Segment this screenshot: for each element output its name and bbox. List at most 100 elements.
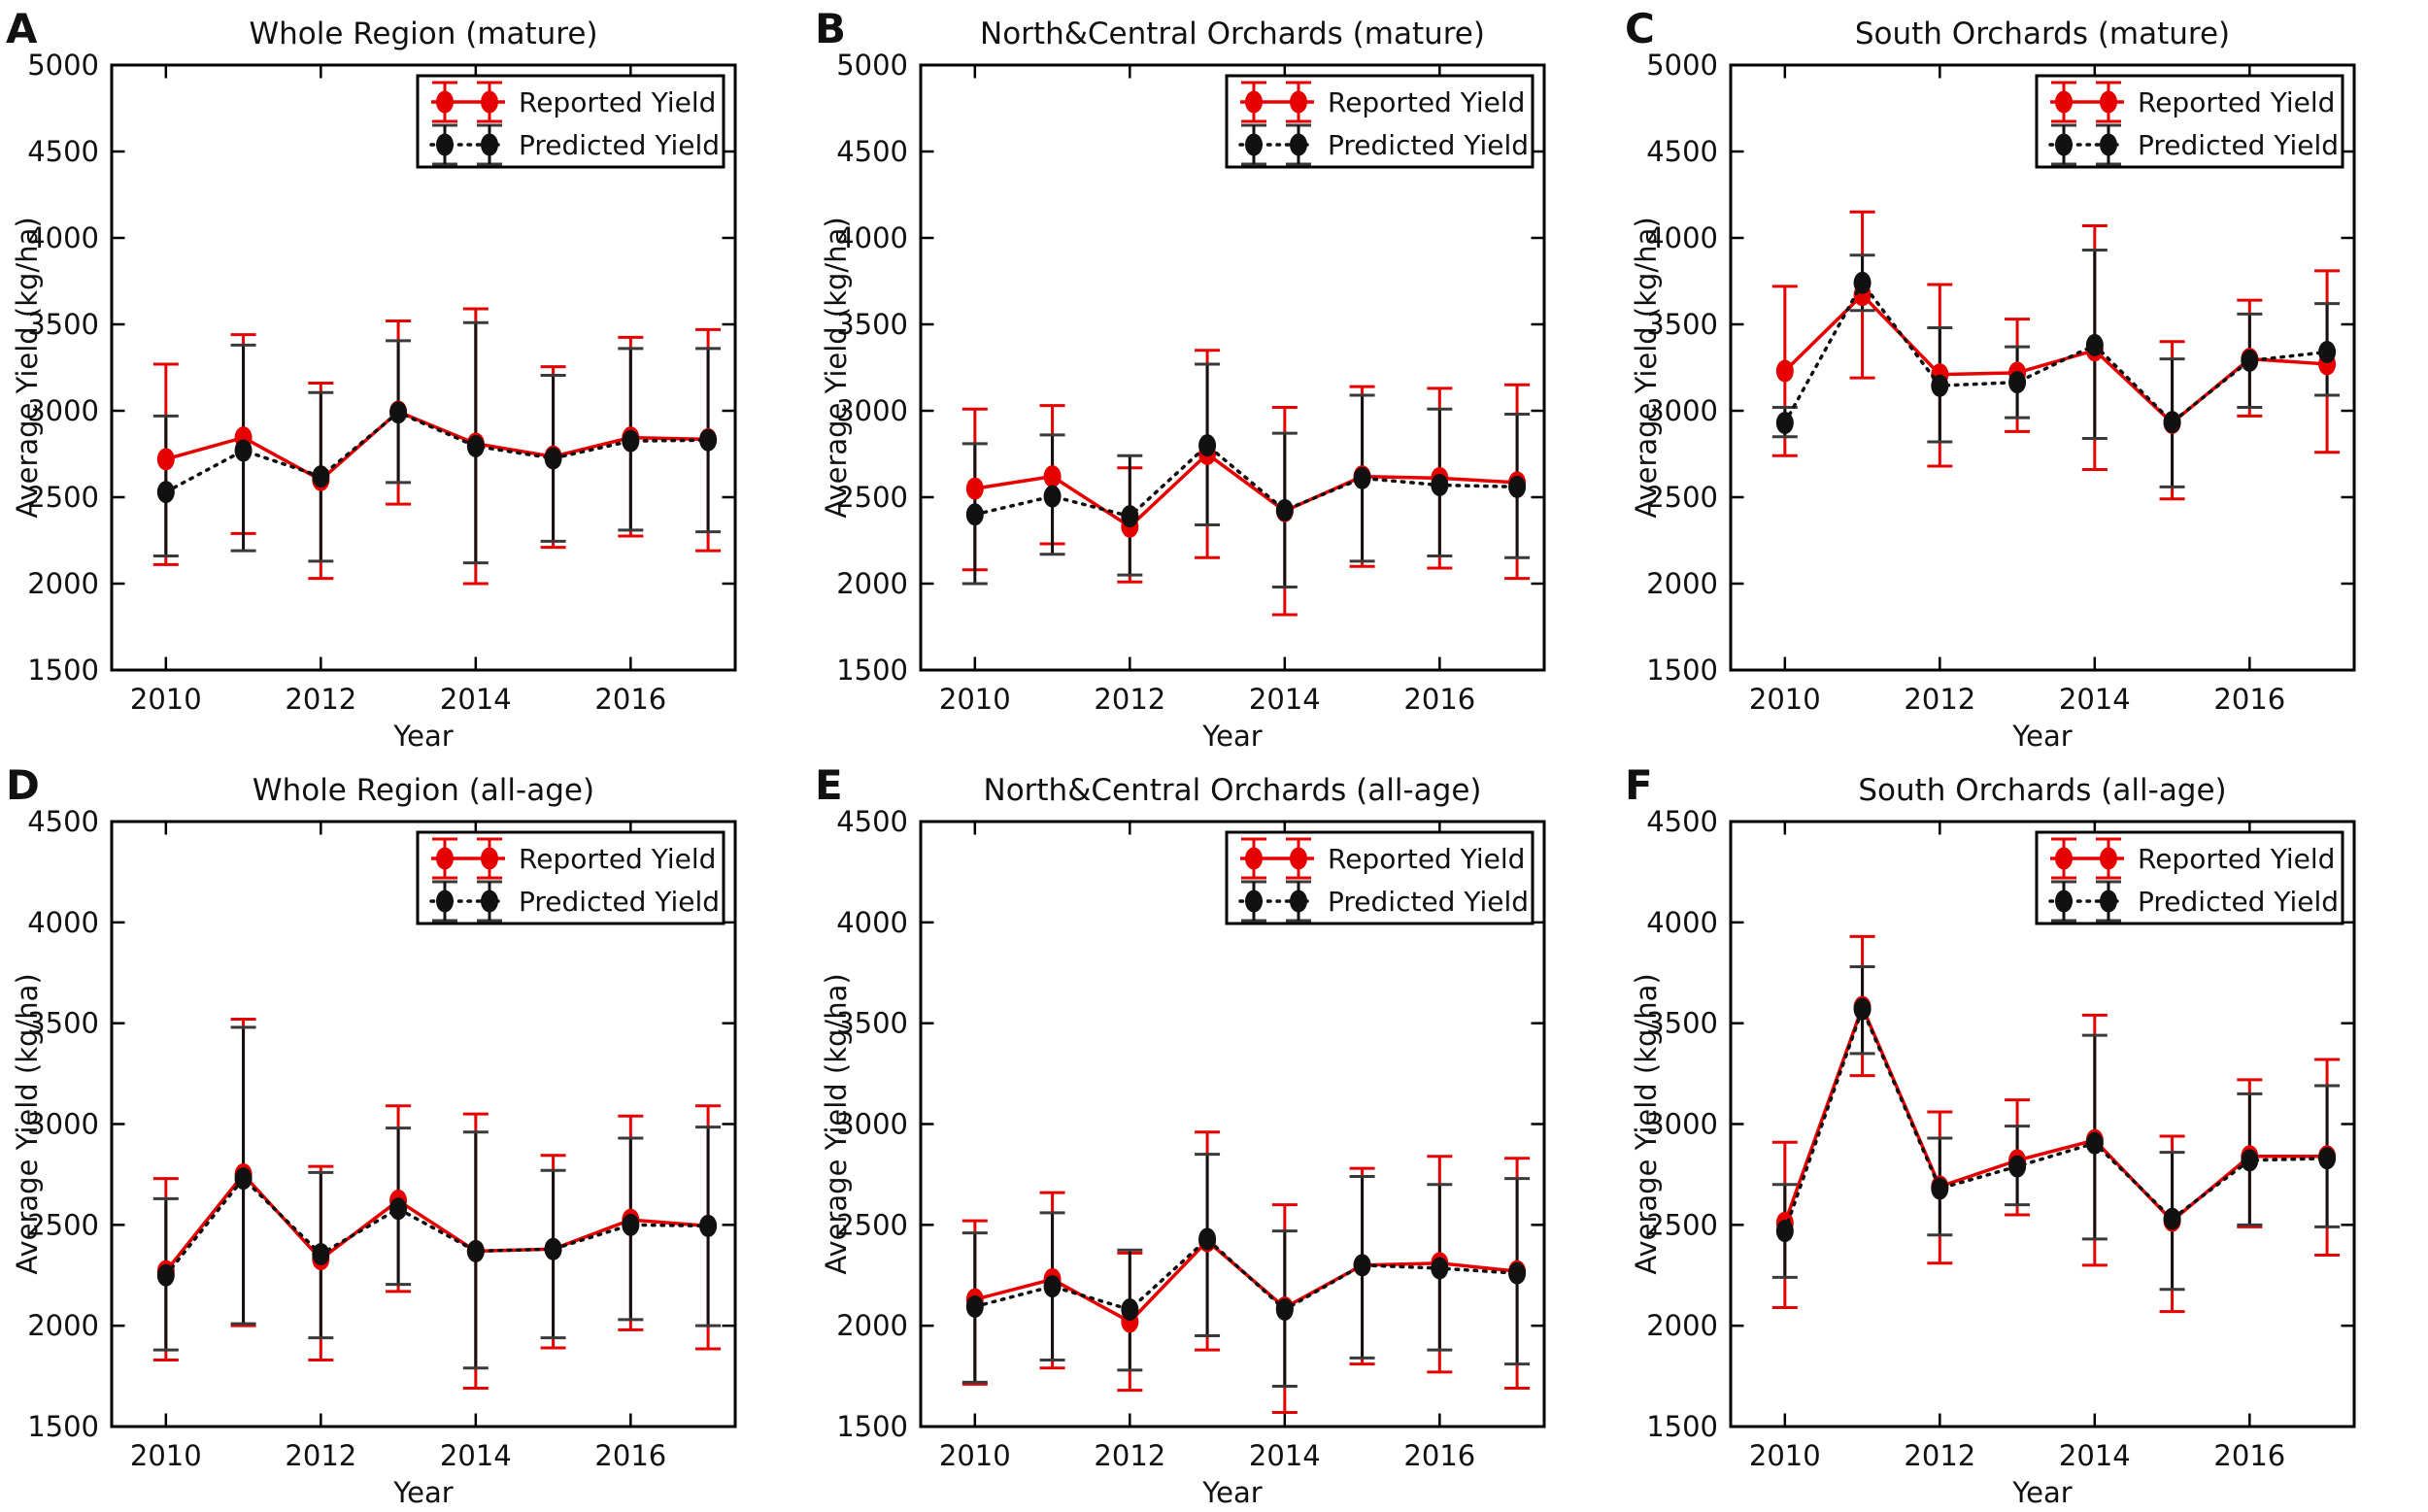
legend-label-reported: Reported Yield (1328, 86, 1525, 118)
x-tick-label: 2016 (2213, 683, 2285, 716)
predicted-marker (2008, 1155, 2027, 1178)
y-axis-label: Average Yield (kg/ha) (1630, 217, 1663, 518)
x-tick-label: 2010 (939, 683, 1011, 716)
plot-border (110, 820, 737, 1428)
x-tick-label: 2016 (1403, 683, 1475, 716)
panel-f-chart: F South Orchards (all-age) 1500 2000 2500 300… (1625, 761, 2356, 1509)
predicted-marker (2085, 333, 2104, 356)
panel-e-chart: E North&Central Orchards (all-age) 1500 200… (815, 761, 1546, 1509)
plot-border (919, 820, 1546, 1428)
x-tick-label: 2012 (1094, 1439, 1165, 1472)
panel-d-chart: D Whole Region (all-age) 1500 2000 2500 3000 3… (6, 761, 737, 1509)
y-tick-label: 3000 (27, 394, 99, 427)
x-axis-label: Year (392, 1476, 453, 1509)
x-tick-label: 2014 (440, 683, 512, 716)
legend-label-predicted: Predicted Yield (519, 886, 720, 918)
panel-c-chart: C South Orchards (mature) 1500 2000 2500 3000… (1625, 5, 2356, 753)
y-tick-label: 3000 (836, 1108, 908, 1141)
y-axis-label: Average Yield (kg/ha) (11, 217, 44, 518)
predicted-marker (2318, 1147, 2337, 1170)
panel-letter: A (6, 5, 38, 52)
x-axis-label: Year (2011, 1476, 2072, 1509)
x-tick-label: 2012 (1904, 1439, 1975, 1472)
y-tick-label: 4000 (27, 906, 99, 939)
plot-border (919, 63, 1546, 672)
reported-marker (965, 477, 984, 500)
legend-box (416, 74, 725, 169)
x-tick-label: 2012 (1904, 683, 1975, 716)
x-tick-label: 2010 (939, 1439, 1011, 1472)
predicted-marker (1431, 1257, 1449, 1280)
y-axis-label: Average Yield (kg/ha) (11, 973, 44, 1274)
chart-title: North&Central Orchards (mature) (980, 17, 1485, 51)
x-tick-label: 2012 (285, 683, 356, 716)
x-axis-label: Year (392, 720, 453, 753)
y-tick-label: 4500 (27, 135, 99, 168)
legend-marker-sample (1290, 890, 1307, 913)
predicted-marker (1043, 1275, 1062, 1298)
plot-border (110, 63, 737, 672)
y-tick-label: 2000 (836, 567, 908, 600)
y-tick-label: 4500 (836, 805, 908, 838)
y-tick-label: 2500 (27, 1208, 99, 1241)
predicted-marker (544, 1237, 562, 1260)
legend-marker-sample (2100, 847, 2117, 870)
y-tick-label: 3500 (27, 308, 99, 341)
chart-title: South Orchards (mature) (1855, 17, 2230, 51)
y-tick-label: 2000 (27, 567, 99, 600)
predicted-marker (312, 1242, 330, 1265)
y-tick-label: 4000 (836, 221, 908, 254)
predicted-marker (389, 401, 408, 424)
y-tick-label: 2500 (27, 481, 99, 514)
predicted-marker (1275, 1298, 1294, 1322)
y-tick-label: 5000 (1646, 49, 1718, 82)
legend-marker-sample (436, 133, 454, 156)
legend-label-reported: Reported Yield (519, 843, 716, 875)
x-tick-label: 2012 (1094, 683, 1165, 716)
panel-letter: F (1625, 761, 1653, 809)
predicted-marker (2163, 1207, 2181, 1230)
y-tick-label: 1500 (27, 1410, 99, 1443)
y-tick-label: 2000 (836, 1309, 908, 1342)
y-tick-label: 4500 (1646, 135, 1718, 168)
legend-marker-sample (436, 890, 454, 913)
y-axis-label: Average Yield (kg/ha) (820, 973, 853, 1274)
panel-letter: D (6, 761, 40, 809)
y-tick-label: 4500 (836, 135, 908, 168)
legend-marker-sample (1245, 133, 1263, 156)
legend-label-reported: Reported Yield (1328, 843, 1525, 875)
x-tick-label: 2016 (594, 1439, 666, 1472)
legend-marker-sample (1290, 90, 1307, 114)
predicted-marker (1043, 485, 1062, 508)
predicted-marker (1775, 411, 1794, 434)
y-tick-label: 2000 (1646, 567, 1718, 600)
predicted-marker (965, 1294, 984, 1318)
legend-marker-sample (436, 847, 454, 870)
panel-a: A Whole Region (mature) 1500 2000 2500 3000 35… (0, 0, 809, 756)
predicted-marker (1275, 498, 1294, 521)
predicted-marker (156, 1263, 175, 1287)
predicted-line (164, 1175, 710, 1277)
predicted-marker (156, 481, 175, 504)
legend-marker-sample (2055, 90, 2073, 114)
predicted-marker (1198, 434, 1217, 457)
y-tick-label: 5000 (836, 49, 908, 82)
predicted-marker (1508, 1261, 1527, 1285)
y-tick-label: 3000 (836, 394, 908, 427)
legend-box (2035, 74, 2344, 169)
reported-line (974, 1238, 1518, 1325)
reported-line (1783, 1002, 2328, 1224)
predicted-marker (544, 447, 562, 470)
predicted-marker (699, 428, 718, 452)
legend-label-predicted: Predicted Yield (519, 129, 720, 161)
panel-b-chart: B North&Central Orchards (mature) 1500 2000… (815, 5, 1546, 753)
legend-box (1225, 74, 1534, 169)
predicted-marker (2241, 1149, 2259, 1172)
predicted-marker (312, 465, 330, 488)
legend-box (2035, 830, 2344, 925)
legend-box (1225, 830, 1534, 925)
predicted-marker (2318, 340, 2337, 363)
legend-marker-sample (2100, 133, 2117, 156)
legend-label-predicted: Predicted Yield (2138, 129, 2339, 161)
